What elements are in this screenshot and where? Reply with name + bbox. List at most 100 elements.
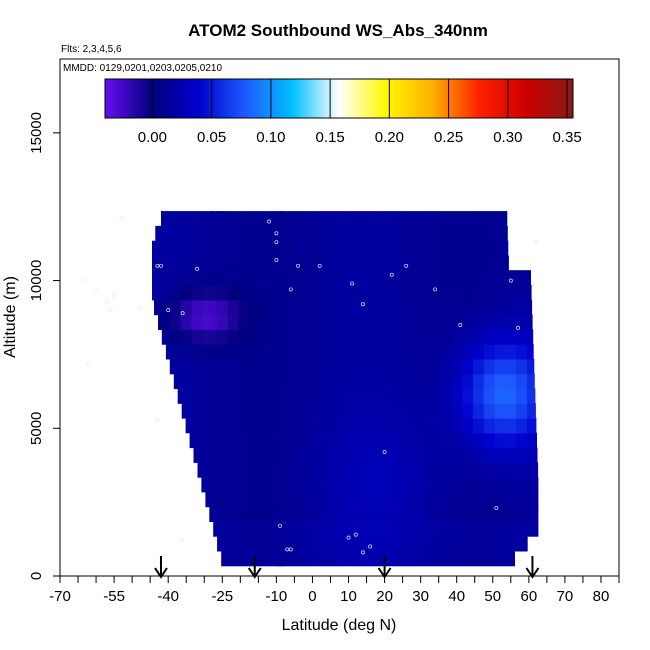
heatmap-cell — [505, 255, 509, 271]
heatmap-cell — [516, 329, 528, 345]
heatmap-cell — [505, 550, 515, 567]
dates-label: MMDD: 0129,0201,0203,0205,0210 — [63, 63, 222, 74]
heatmap-cell — [375, 388, 387, 404]
heatmap-cell — [440, 344, 452, 360]
heatmap-cell — [353, 462, 366, 478]
sample-point — [180, 538, 185, 543]
heatmap-cell — [386, 447, 398, 463]
heatmap-cell — [209, 314, 222, 330]
heatmap-cell — [332, 344, 344, 360]
heatmap-cell — [321, 358, 333, 375]
heatmap-cell — [516, 358, 528, 375]
heatmap-cell — [321, 432, 333, 449]
heatmap-cell — [364, 403, 377, 419]
heatmap-cell — [386, 329, 398, 345]
heatmap-cell — [180, 255, 193, 271]
heatmap-cell — [249, 506, 261, 522]
heatmap-cell — [353, 506, 366, 522]
heatmap-cell — [278, 447, 290, 463]
heatmap-cell — [191, 417, 203, 434]
heatmap-cell — [260, 358, 272, 375]
heatmap-cell — [364, 240, 377, 257]
heatmap-cell — [440, 536, 452, 552]
heatmap-cell — [364, 285, 377, 301]
heatmap-cell — [299, 314, 312, 330]
heatmap-cell — [332, 225, 344, 242]
heatmap-cell — [418, 403, 431, 419]
heatmap-cell — [375, 477, 387, 493]
heatmap-cell — [202, 255, 214, 271]
heatmap-cell — [260, 417, 272, 434]
heatmap-cell — [299, 550, 312, 567]
x-tick-label: -10 — [266, 588, 288, 605]
x-tick-label: 20 — [376, 588, 393, 605]
heatmap-cell — [321, 491, 333, 508]
heatmap-cell — [227, 462, 240, 478]
heatmap-cell — [289, 417, 301, 434]
heatmap-cell — [159, 314, 171, 330]
x-tick-label: 10 — [340, 588, 357, 605]
heatmap-cell — [527, 417, 537, 434]
heatmap-cell — [364, 270, 377, 286]
heatmap-cell — [332, 255, 344, 271]
heatmap-cell — [408, 388, 420, 404]
heatmap-cell — [343, 329, 355, 345]
heatmap-cell — [353, 329, 366, 345]
heatmap-cell — [505, 462, 517, 478]
heatmap-cell — [527, 536, 528, 552]
heatmap-cell — [386, 491, 398, 508]
heatmap-cell — [483, 506, 496, 522]
sample-point — [516, 325, 520, 330]
heatmap-cell — [375, 240, 387, 257]
heatmap-cell — [353, 314, 366, 330]
colorbar-tick-label: 0.05 — [197, 129, 226, 146]
heatmap-cell — [483, 373, 496, 389]
heatmap-cell — [321, 329, 333, 345]
heatmap-cell — [332, 329, 344, 345]
heatmap-cell — [170, 285, 182, 301]
heatmap-cell — [271, 447, 283, 463]
heatmap-cell — [516, 314, 528, 330]
heatmap-cell — [386, 299, 398, 316]
heatmap-cell — [191, 358, 203, 375]
heatmap-cell — [238, 491, 250, 508]
heatmap-cell — [483, 285, 496, 301]
heatmap-cell — [289, 521, 301, 537]
heatmap-cell — [364, 329, 377, 345]
heatmap-cell — [353, 477, 366, 493]
heatmap-cell — [299, 285, 312, 301]
sample-point — [534, 240, 539, 245]
heatmap-cell — [375, 521, 387, 537]
heatmap-cell — [249, 270, 261, 286]
heatmap-cell — [152, 270, 164, 286]
heatmap-cell — [180, 240, 193, 257]
heatmap-cell — [260, 536, 272, 552]
heatmap-cell — [299, 506, 312, 522]
heatmap-cell — [271, 255, 283, 271]
heatmap-cell — [343, 240, 355, 257]
heatmap-cell — [472, 358, 485, 375]
heatmap-cell — [527, 521, 539, 537]
heatmap-cell — [429, 417, 442, 434]
heatmap-cell — [375, 285, 387, 301]
heatmap-cell — [191, 388, 203, 404]
heatmap-cell — [271, 240, 283, 257]
heatmap-cell — [386, 477, 398, 493]
heatmap-cell — [227, 388, 240, 404]
heatmap-cell — [386, 506, 398, 522]
heatmap-cell — [527, 506, 539, 522]
heatmap-cell — [527, 373, 535, 389]
heatmap-cell — [310, 270, 322, 286]
sample-point — [83, 278, 88, 283]
heatmap-cell — [418, 388, 431, 404]
heatmap-cell — [462, 358, 474, 375]
heatmap-cell — [451, 314, 463, 330]
heatmap-cell — [191, 240, 203, 257]
heatmap-cell — [429, 536, 442, 552]
heatmap-cell — [494, 314, 506, 330]
heatmap-cell — [483, 344, 496, 360]
heatmap-cell — [375, 299, 387, 316]
heatmap-cell — [440, 329, 452, 345]
heatmap-cell — [185, 417, 193, 434]
heatmap-cell — [364, 299, 377, 316]
